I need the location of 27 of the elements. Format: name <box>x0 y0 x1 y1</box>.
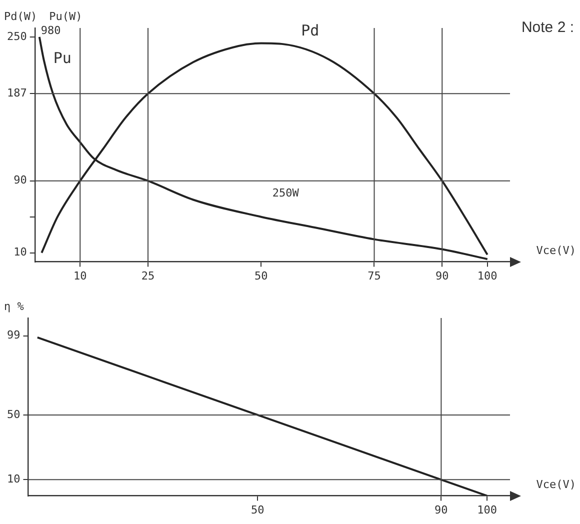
x-tick-label: 50 <box>254 269 268 282</box>
y-axis-title: Pd(W) <box>4 10 38 23</box>
y-tick-label: 10 <box>14 246 27 259</box>
annotation: 980 <box>40 24 61 37</box>
series-label: Pu <box>53 48 72 67</box>
x-tick-label: 100 <box>477 503 497 516</box>
x-tick-label: 25 <box>141 269 155 282</box>
y-tick-label: 50 <box>6 408 20 421</box>
annotation: 250W <box>272 186 300 200</box>
x-tick-label: 75 <box>368 269 381 282</box>
y-tick-label: 90 <box>14 174 27 187</box>
x-tick-label: 100 <box>477 269 498 282</box>
y-tick-label: 10 <box>6 472 20 486</box>
line-series <box>36 336 488 496</box>
series-label: Pd <box>301 21 320 40</box>
x-tick-label: 90 <box>434 503 448 516</box>
y-tick-label: 250 <box>6 30 27 43</box>
x-axis-title: Vce(V) <box>536 244 576 257</box>
x-tick-label: 50 <box>251 503 264 516</box>
y-tick-label: 187 <box>6 86 27 100</box>
x-axis-title: Vce(V) <box>536 478 576 491</box>
text: Note 2 : <box>521 19 574 36</box>
y-axis-title: η % <box>4 300 24 313</box>
y-tick-label: 99 <box>6 328 20 342</box>
x-tick-label: 90 <box>436 269 449 282</box>
text: Pu(W) <box>49 10 82 23</box>
x-tick-label: 10 <box>73 269 87 282</box>
